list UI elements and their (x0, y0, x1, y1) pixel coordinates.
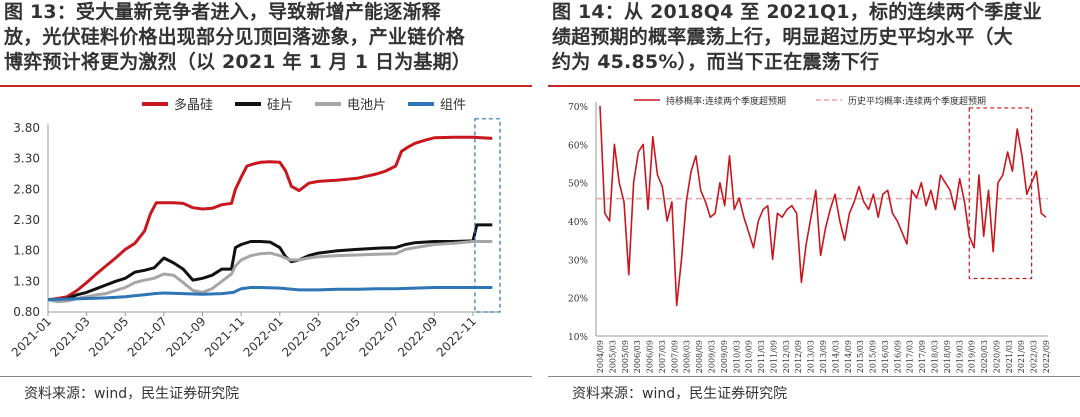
x-tick-label: 2007/09 (670, 340, 679, 373)
right-source-note: 资料来源：wind，民生证券研究院 (572, 386, 788, 402)
legend-label: 历史平均概率:连续两个季度超预期 (848, 95, 986, 107)
left-source-divider (0, 376, 532, 377)
y-tick-label: 3.30 (13, 152, 40, 166)
x-tick-label: 2017/09 (918, 340, 927, 373)
x-tick-label: 2020/09 (992, 340, 1001, 373)
x-tick-label: 2022-03 (279, 314, 324, 359)
x-tick-label: 2021-05 (86, 314, 131, 359)
y-tick-label: 1.30 (13, 274, 40, 288)
x-tick-label: 2010/03 (732, 340, 741, 373)
price-index-line-chart: 0.801.301.802.302.803.303.802021-012021-… (9, 97, 501, 360)
y-tick-label: 3.80 (13, 121, 40, 135)
series-line-组件 (47, 286, 493, 302)
right-title-line-1: 图 14：从 2018Q4 至 2021Q1，标的连续两个季度业 (552, 1, 1042, 23)
x-tick-label: 2009/03 (708, 340, 717, 373)
x-tick-label: 2021/03 (1005, 340, 1014, 373)
y-tick-label: 60% (568, 141, 588, 151)
x-tick-label: 2009/09 (720, 340, 729, 373)
right-title-divider (548, 85, 1080, 87)
left-figure-title: 图 13：受大量新竞争者进入，导致新增产能逐渐释 放，光伏硅料价格出现部分见顶回… (4, 0, 524, 75)
x-tick-label: 2015/09 (869, 340, 878, 373)
x-tick-label: 2004/09 (596, 340, 605, 373)
x-tick-label: 2022-11 (434, 314, 479, 359)
y-tick-label: 10% (568, 333, 588, 343)
y-tick-label: 40% (568, 218, 588, 228)
x-tick-label: 2022/03 (1030, 340, 1039, 373)
x-tick-label: 2021-03 (47, 314, 92, 359)
x-tick-label: 2017/03 (906, 340, 915, 373)
y-tick-label: 70% (568, 103, 588, 113)
y-tick-label: 2.30 (13, 213, 40, 227)
left-title-line-1: 图 13：受大量新竞争者进入，导致新增产能逐渐释 (4, 1, 441, 23)
x-tick-label: 2008/03 (683, 340, 692, 373)
y-tick-label: 2.80 (13, 182, 40, 196)
x-tick-label: 2014/09 (844, 340, 853, 373)
highlight-dashed-box (968, 107, 1033, 280)
y-tick-label: 20% (568, 295, 588, 305)
left-title-divider (0, 85, 532, 87)
x-tick-label: 2016/09 (893, 340, 902, 373)
series-line-多晶硅 (47, 135, 493, 302)
x-tick-label: 2010/09 (745, 340, 754, 373)
x-tick-label: 2012/09 (794, 340, 803, 373)
x-tick-label: 2018/03 (931, 340, 940, 373)
legend-label: 硅片 (267, 98, 293, 113)
x-tick-label: 2022/09 (1042, 340, 1051, 373)
x-tick-label: 2015/03 (856, 340, 865, 373)
x-tick-label: 2008/09 (695, 340, 704, 373)
x-tick-label: 2006/09 (646, 340, 655, 373)
y-tick-label: 50% (568, 180, 588, 190)
x-tick-label: 2012/03 (782, 340, 791, 373)
legend-label: 持移概率:连续两个季度超预期 (666, 95, 786, 107)
x-tick-label: 2022-01 (241, 314, 286, 359)
series-line-probability (599, 105, 1047, 307)
right-title-line-3: 约为 45.85%），而当下正在震荡下行 (552, 51, 880, 73)
beat-probability-line-chart: 10% 20% 30% 40% 50% 60% 70% 2004/09 2005/03 2005/… (568, 95, 1051, 373)
left-title-line-2: 放，光伏硅料价格出现部分见顶回落迹象，产业链价格 (4, 26, 465, 48)
x-tick-label: 2011/03 (757, 340, 766, 373)
x-tick-label: 2019/03 (955, 340, 964, 373)
x-tick-label: 2021-09 (163, 314, 208, 359)
x-tick-label: 2022-09 (395, 314, 440, 359)
x-tick-label: 2021-01 (9, 314, 54, 359)
series-line-硅片 (48, 223, 493, 302)
legend-label: 多晶硅 (174, 97, 213, 113)
left-title-line-3: 博弈预计将更为激烈（以 2021 年 1 月 1 日为基期） (4, 51, 472, 73)
legend-label: 电池片 (347, 98, 386, 113)
x-tick-label: 2021-07 (125, 314, 170, 359)
y-tick-label: 30% (568, 256, 588, 266)
y-tick-label: 1.80 (13, 244, 40, 258)
x-tick-label: 2018/09 (943, 340, 952, 373)
x-tick-label: 2021-11 (202, 314, 247, 359)
x-tick-label: 2014/03 (831, 340, 840, 373)
series-line-电池片 (47, 240, 493, 304)
x-tick-label: 2016/03 (881, 340, 890, 373)
right-figure-title: 图 14：从 2018Q4 至 2021Q1，标的连续两个季度业 绩超预期的概率… (552, 0, 1072, 75)
right-source-divider (548, 376, 1080, 377)
left-figure-panel: 图 13：受大量新竞争者进入，导致新增产能逐渐释 放，光伏硅料价格出现部分见顶回… (0, 0, 532, 402)
x-tick-label: 2021/09 (1017, 340, 1026, 373)
left-source-note: 资料来源：wind，民生证券研究院 (24, 386, 240, 402)
x-tick-label: 2022-05 (318, 314, 363, 359)
x-tick-label: 2020/03 (980, 340, 989, 373)
x-tick-label: 2019/09 (968, 340, 977, 373)
highlight-dashed-box (474, 118, 501, 313)
x-tick-label: 2007/03 (658, 340, 667, 373)
right-figure-panel: 图 14：从 2018Q4 至 2021Q1，标的连续两个季度业 绩超预期的概率… (548, 0, 1080, 417)
x-tick-label: 2006/03 (633, 340, 642, 373)
y-tick-label: 0.80 (13, 305, 40, 319)
x-tick-label: 2022-07 (356, 314, 401, 359)
x-tick-label: 2005/09 (621, 340, 630, 373)
x-tick-label: 2013/09 (819, 340, 828, 373)
x-tick-label: 2005/03 (608, 340, 617, 373)
x-tick-label: 2013/03 (807, 340, 816, 373)
right-title-line-2: 绩超预期的概率震荡上行，明显超过历史平均水平（大 (552, 26, 1013, 48)
x-tick-label: 2011/09 (769, 340, 778, 373)
legend-label: 组件 (440, 98, 466, 113)
